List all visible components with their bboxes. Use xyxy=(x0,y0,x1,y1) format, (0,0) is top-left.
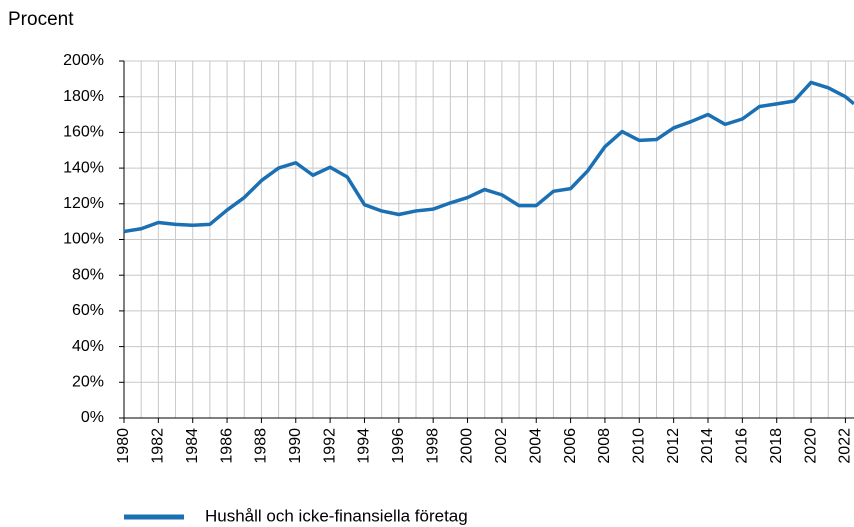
y-tick-label: 60% xyxy=(72,302,104,319)
x-tick-label: 2010 xyxy=(631,428,648,464)
x-tick-label: 2006 xyxy=(562,428,579,464)
x-tick-label: 1994 xyxy=(356,428,373,464)
x-tick-label: 1998 xyxy=(424,428,441,464)
x-tick-label: 2012 xyxy=(665,428,682,464)
x-tick-label: 2016 xyxy=(734,428,751,464)
y-tick-label: 160% xyxy=(63,124,104,141)
x-tick-label: 2008 xyxy=(596,428,613,464)
x-tick-label: 1986 xyxy=(218,428,235,464)
x-tick-label: 1992 xyxy=(321,428,338,464)
y-tick-label: 180% xyxy=(63,88,104,105)
x-tick-label: 2002 xyxy=(493,428,510,464)
y-tick-label: 0% xyxy=(81,409,104,426)
y-tick-label: 120% xyxy=(63,195,104,212)
y-tick-label: 40% xyxy=(72,338,104,355)
x-tick-label: 1982 xyxy=(150,428,167,464)
y-axis-label: Procent xyxy=(8,9,74,30)
x-tick-label: 1984 xyxy=(184,428,201,464)
x-tick-label: 1988 xyxy=(253,428,270,464)
legend-label: Hushåll och icke-finansiella företag xyxy=(205,506,468,525)
x-tick-label: 1980 xyxy=(115,428,132,464)
x-tick-label: 2018 xyxy=(768,428,785,464)
y-tick-label: 140% xyxy=(63,159,104,176)
data-line xyxy=(123,80,854,234)
y-tick-label: 20% xyxy=(72,374,104,391)
y-tick-label: 100% xyxy=(63,231,104,248)
x-tick-label: 2020 xyxy=(802,428,819,464)
y-tick-label: 200% xyxy=(63,52,104,69)
x-tick-label: 1990 xyxy=(287,428,304,464)
y-tick-label: 80% xyxy=(72,266,104,283)
x-tick-label: 2000 xyxy=(459,428,476,464)
x-tick-label: 2022 xyxy=(837,428,854,464)
x-tick-label: 1996 xyxy=(390,428,407,464)
x-tick-label: 2004 xyxy=(527,428,544,464)
x-tick-label: 2014 xyxy=(699,428,716,464)
